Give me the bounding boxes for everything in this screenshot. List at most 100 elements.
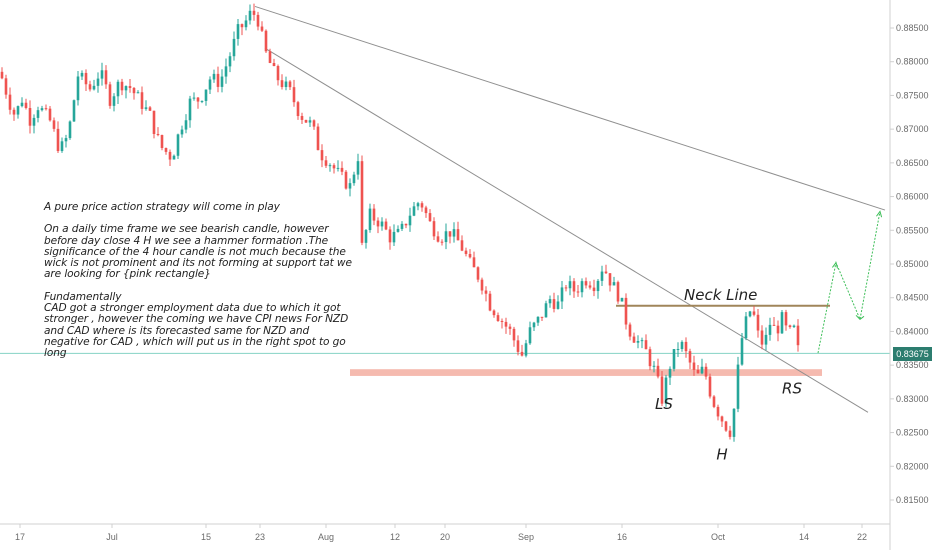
pattern-label-ls: LS — [655, 395, 673, 413]
candle-body — [668, 368, 672, 378]
candle-body — [448, 231, 452, 237]
candle — [452, 222, 456, 243]
candle-body — [396, 228, 400, 232]
candle-body — [480, 279, 484, 291]
candle-body — [704, 366, 708, 377]
candle — [580, 278, 584, 298]
candle — [644, 334, 648, 350]
candle-body — [524, 343, 528, 356]
candle — [444, 223, 448, 250]
candle — [776, 320, 780, 342]
candle-body — [592, 287, 596, 292]
candle — [396, 225, 400, 233]
candle — [640, 337, 644, 349]
candle — [8, 87, 12, 115]
candle-body — [632, 336, 636, 343]
candle-body — [728, 430, 732, 437]
candle — [40, 105, 44, 112]
candle-body — [528, 327, 532, 344]
candle — [252, 3, 256, 21]
candle — [276, 64, 280, 86]
candle — [432, 217, 436, 241]
support-zone-layer — [350, 369, 822, 376]
candle — [548, 295, 552, 308]
candle — [532, 321, 536, 331]
candle — [440, 239, 444, 246]
candle — [184, 114, 188, 134]
candle — [784, 309, 788, 331]
pattern-label-rs: RS — [782, 379, 802, 397]
candle — [280, 74, 284, 90]
candle — [72, 99, 76, 122]
candle-body — [772, 324, 776, 326]
candle — [680, 340, 684, 352]
candle — [256, 11, 260, 31]
candle-body — [348, 183, 352, 189]
candle-body — [312, 120, 316, 127]
candle-body — [240, 24, 244, 28]
candle — [684, 337, 688, 358]
candle-body — [324, 160, 328, 166]
candle — [328, 163, 332, 172]
candle-body — [664, 377, 668, 404]
candle — [196, 96, 200, 109]
candle — [372, 204, 376, 226]
candle-body — [368, 208, 372, 231]
candle-body — [332, 165, 336, 169]
candle-body — [292, 87, 296, 103]
candle-body — [224, 66, 228, 77]
candle — [740, 333, 744, 366]
candle-body — [468, 253, 472, 258]
candle — [392, 224, 396, 246]
candle — [716, 404, 720, 421]
candle — [384, 218, 388, 231]
candle — [296, 100, 300, 120]
candle-body — [764, 334, 768, 345]
candle-body — [428, 213, 432, 222]
candle-body — [484, 290, 488, 294]
candle-body — [444, 231, 448, 243]
candle-body — [536, 316, 540, 323]
candle-body — [24, 102, 28, 109]
x-tick-label: 20 — [440, 532, 450, 542]
candle — [288, 80, 292, 90]
candle-body — [20, 102, 24, 107]
annotation-paragraph-2: On a daily time frame we see bearish can… — [44, 223, 352, 281]
candle-body — [580, 281, 584, 293]
candle — [204, 89, 208, 106]
candle — [380, 217, 384, 231]
candle — [588, 281, 592, 290]
candle — [480, 277, 484, 295]
candle-body — [308, 120, 312, 123]
candle-body — [504, 321, 508, 327]
x-tick-label: Jul — [106, 532, 118, 542]
candle — [676, 342, 680, 357]
candle — [60, 137, 64, 153]
candle — [576, 285, 580, 297]
candle — [156, 127, 160, 137]
candle — [108, 81, 112, 109]
candle-body — [256, 14, 260, 27]
candle-body — [164, 147, 168, 152]
candle — [216, 66, 220, 93]
candle-body — [120, 81, 124, 91]
candle-body — [416, 203, 420, 207]
candle-body — [320, 150, 324, 161]
candle — [116, 79, 120, 105]
candle-body — [624, 297, 628, 325]
candle — [312, 119, 316, 130]
candle — [424, 205, 428, 218]
y-tick-label: 0.84500 — [896, 293, 929, 303]
candle — [592, 279, 596, 297]
candle — [56, 121, 60, 153]
candle-body — [380, 221, 384, 227]
candle — [460, 235, 464, 252]
candle-body — [788, 325, 792, 328]
candle-body — [52, 120, 56, 129]
candle — [612, 276, 616, 286]
candle-body — [476, 267, 480, 280]
y-tick-label: 0.83000 — [896, 394, 929, 404]
candle-body — [784, 312, 788, 326]
